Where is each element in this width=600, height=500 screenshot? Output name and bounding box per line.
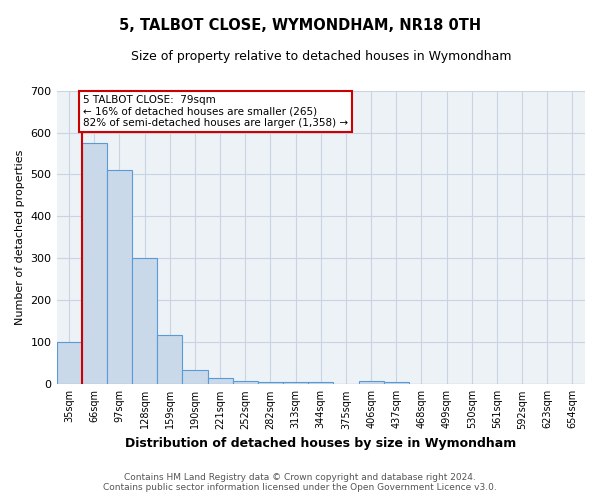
Title: Size of property relative to detached houses in Wymondham: Size of property relative to detached ho… bbox=[131, 50, 511, 63]
Bar bbox=[208, 378, 233, 384]
Bar bbox=[182, 370, 208, 384]
Bar bbox=[157, 335, 182, 384]
Bar bbox=[56, 342, 82, 384]
Bar bbox=[107, 170, 132, 384]
Text: Contains HM Land Registry data © Crown copyright and database right 2024.
Contai: Contains HM Land Registry data © Crown c… bbox=[103, 473, 497, 492]
Bar bbox=[359, 382, 383, 384]
Y-axis label: Number of detached properties: Number of detached properties bbox=[15, 150, 25, 325]
Text: 5 TALBOT CLOSE:  79sqm
← 16% of detached houses are smaller (265)
82% of semi-de: 5 TALBOT CLOSE: 79sqm ← 16% of detached … bbox=[83, 95, 348, 128]
Bar bbox=[308, 382, 334, 384]
Bar bbox=[132, 258, 157, 384]
Text: 5, TALBOT CLOSE, WYMONDHAM, NR18 0TH: 5, TALBOT CLOSE, WYMONDHAM, NR18 0TH bbox=[119, 18, 481, 32]
Bar bbox=[233, 381, 258, 384]
Bar bbox=[82, 143, 107, 384]
Bar bbox=[283, 382, 308, 384]
Bar bbox=[383, 382, 409, 384]
X-axis label: Distribution of detached houses by size in Wymondham: Distribution of detached houses by size … bbox=[125, 437, 517, 450]
Bar bbox=[258, 382, 283, 384]
